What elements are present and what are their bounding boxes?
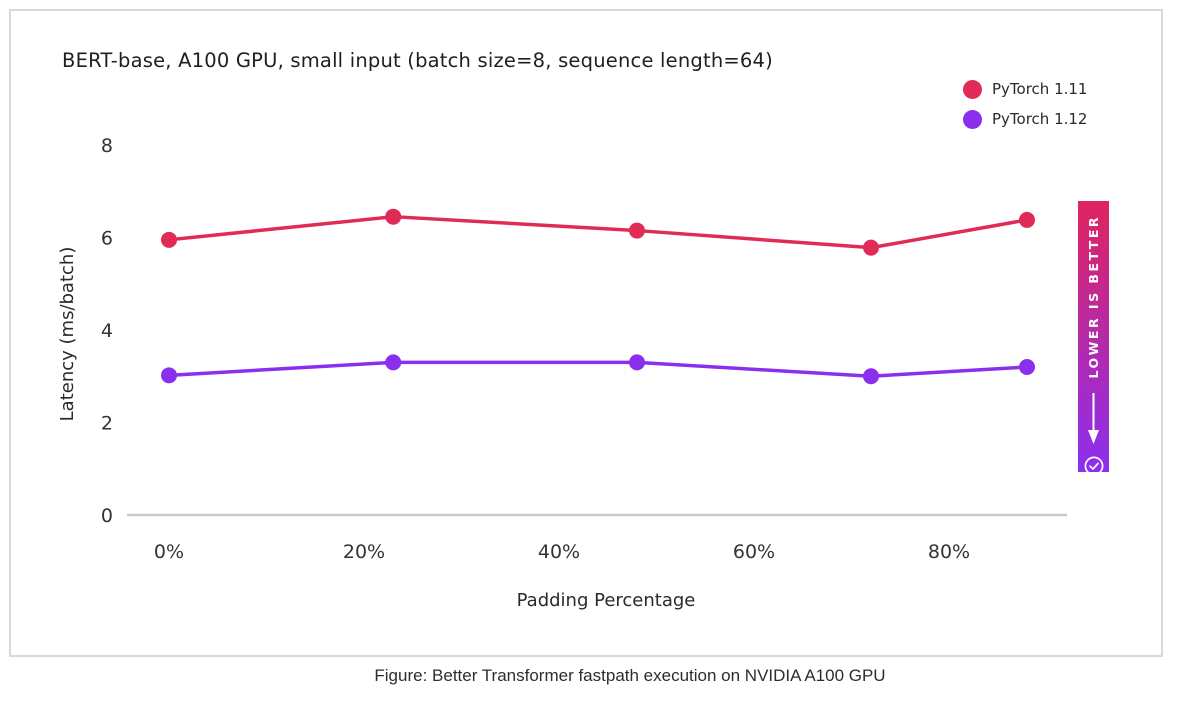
down-arrow-icon: [1088, 392, 1099, 444]
banner-label: LOWER IS BETTER: [1086, 215, 1101, 379]
chart-card: BERT-base, A100 GPU, small input (batch …: [9, 9, 1163, 657]
legend-dot-icon: [963, 79, 982, 99]
svg-text:40%: 40%: [538, 541, 580, 563]
legend-item-pytorch-1-11: PyTorch 1.11: [963, 74, 1087, 104]
svg-text:2: 2: [101, 413, 113, 435]
check-circle-icon: [1084, 456, 1103, 475]
svg-text:Latency (ms/batch): Latency (ms/batch): [57, 247, 78, 422]
legend-item-pytorch-1-12: PyTorch 1.12: [963, 104, 1087, 134]
legend-label: PyTorch 1.12: [992, 110, 1088, 128]
svg-text:60%: 60%: [733, 541, 775, 563]
svg-text:Padding Percentage: Padding Percentage: [517, 590, 696, 611]
svg-text:80%: 80%: [928, 541, 970, 563]
svg-text:6: 6: [101, 228, 113, 250]
lower-is-better-banner: LOWER IS BETTER: [1078, 201, 1109, 475]
chart-title: BERT-base, A100 GPU, small input (batch …: [62, 49, 773, 72]
legend-label: PyTorch 1.11: [992, 80, 1088, 98]
svg-text:8: 8: [101, 135, 113, 157]
legend-dot-icon: [963, 109, 982, 129]
figure-caption: Figure: Better Transformer fastpath exec…: [374, 666, 886, 685]
svg-text:0%: 0%: [154, 541, 184, 563]
svg-text:4: 4: [101, 320, 113, 342]
legend: PyTorch 1.11 PyTorch 1.12: [963, 74, 1087, 134]
svg-text:0: 0: [101, 505, 113, 527]
svg-text:20%: 20%: [343, 541, 385, 563]
